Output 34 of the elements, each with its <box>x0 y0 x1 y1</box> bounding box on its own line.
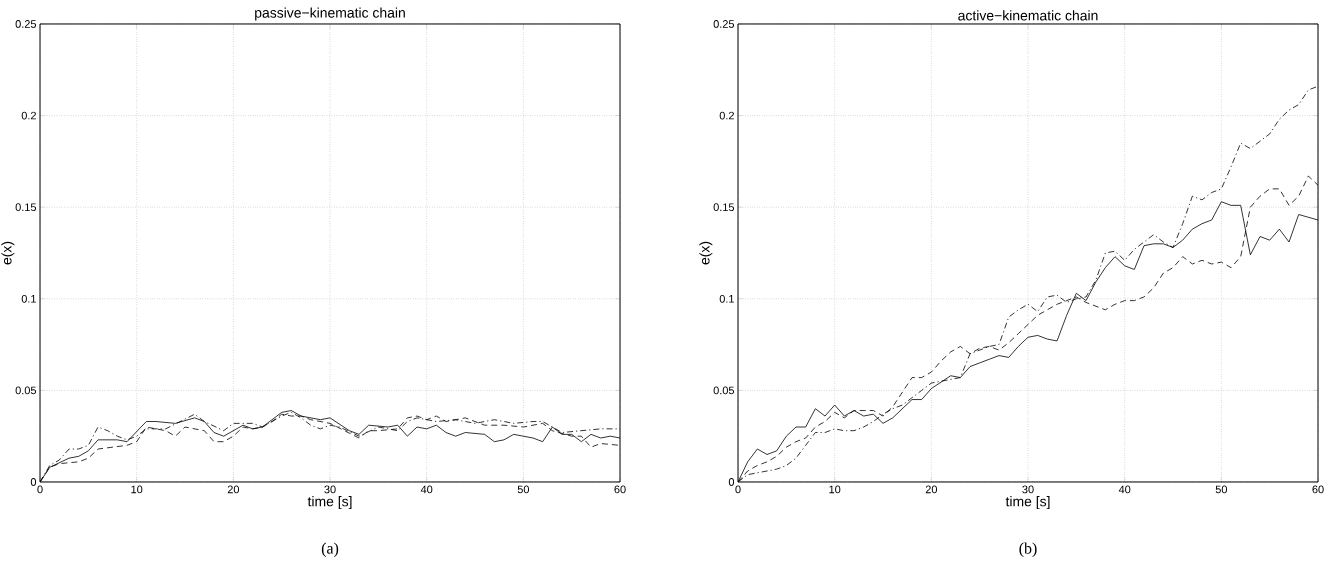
y-tick-label: 0.25 <box>713 20 735 28</box>
chart-title: active−kinematic chain <box>958 10 1098 21</box>
text: (b) <box>1019 542 1037 557</box>
y-tick-label: 0.05 <box>15 386 37 395</box>
x-axis-title: time [s] <box>307 496 352 510</box>
y-tick-label: 0 <box>30 478 37 486</box>
text: (a) <box>321 542 339 557</box>
y-tick-label: 0.05 <box>713 386 735 395</box>
x-tick-label: 10 <box>829 485 841 494</box>
x-tick-label: 60 <box>1312 485 1324 494</box>
x-tick-label: 40 <box>1118 485 1131 494</box>
x-tick-label: 0 <box>735 485 741 494</box>
x-tick-label: 50 <box>1215 485 1228 494</box>
x-tick-label: 10 <box>131 485 143 494</box>
x-tick-label: 20 <box>227 485 239 494</box>
y-axis-title: e(x) <box>699 241 713 265</box>
x-tick-label: 50 <box>517 485 529 494</box>
y-tick-label: 0.2 <box>21 111 36 120</box>
y-tick-label: 0.15 <box>713 203 735 212</box>
y-axis-title: e(x) <box>1 241 15 265</box>
chart-title: passive−kinematic chain <box>255 7 405 21</box>
x-tick-label: 60 <box>614 485 626 494</box>
y-tick-label: 0.15 <box>15 203 37 212</box>
x-axis-title: time [s] <box>1005 496 1050 510</box>
y-tick-label: 0.1 <box>21 294 36 303</box>
x-tick-label: 30 <box>324 485 336 494</box>
y-tick-label: 0.25 <box>15 20 37 28</box>
x-tick-label: 20 <box>925 485 938 494</box>
x-tick-label: 40 <box>420 485 433 494</box>
y-tick-label: 0.1 <box>719 294 734 303</box>
y-tick-label: 0 <box>728 478 735 486</box>
x-tick-label: 0 <box>37 485 43 494</box>
x-tick-label: 30 <box>1022 485 1034 494</box>
y-tick-label: 0.2 <box>719 111 734 120</box>
